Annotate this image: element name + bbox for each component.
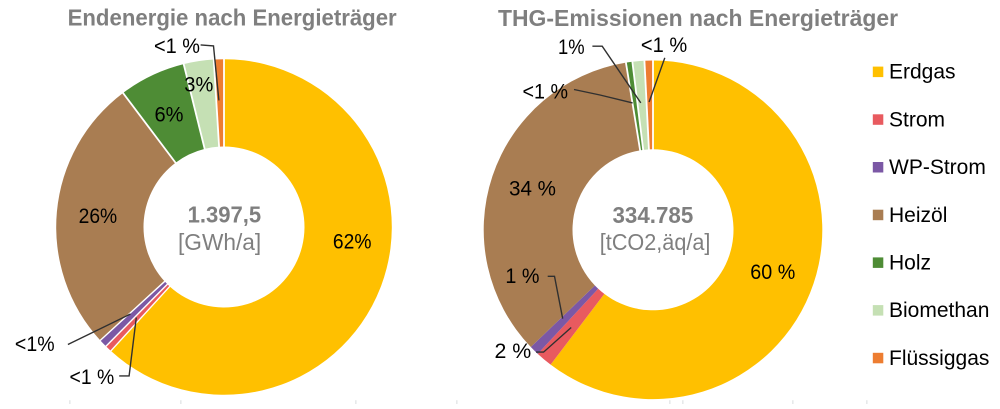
svg-text:[GWh/a]: [GWh/a] [178,229,261,255]
svg-text:<1 %: <1 % [154,34,200,58]
svg-text:THG-Emissionen nach Energieträ: THG-Emissionen nach Energieträger [498,5,898,31]
svg-text:1%: 1% [558,35,585,59]
svg-text:6%: 6% [155,102,184,126]
svg-text:<1 %: <1 % [641,33,687,57]
svg-text:Strom: Strom [889,108,945,131]
svg-text:334.785: 334.785 [613,202,694,228]
svg-text:Biomethan: Biomethan [889,299,989,322]
svg-text:WP-Strom: WP-Strom [889,156,986,179]
svg-text:<1%: <1% [15,332,55,356]
svg-text:3%: 3% [184,73,213,97]
svg-text:62%: 62% [333,229,372,253]
svg-text:2 %: 2 % [495,339,532,363]
svg-text:1.397,5: 1.397,5 [188,202,262,228]
svg-text:Heizöl: Heizöl [889,204,947,227]
svg-text:Flüssiggas: Flüssiggas [889,347,989,370]
svg-text:26%: 26% [79,204,118,228]
svg-text:[tCO2,äq/a]: [tCO2,äq/a] [600,229,711,255]
svg-text:34 %: 34 % [509,177,556,201]
svg-text:Erdgas: Erdgas [889,61,956,84]
svg-text:<1 %: <1 % [523,79,569,103]
svg-text:1 %: 1 % [505,264,539,288]
svg-text:Holz: Holz [889,252,931,275]
svg-text:<1 %: <1 % [70,365,115,389]
svg-text:Endenergie nach Energieträger: Endenergie nach Energieträger [68,5,397,31]
svg-text:60 %: 60 % [750,260,795,284]
